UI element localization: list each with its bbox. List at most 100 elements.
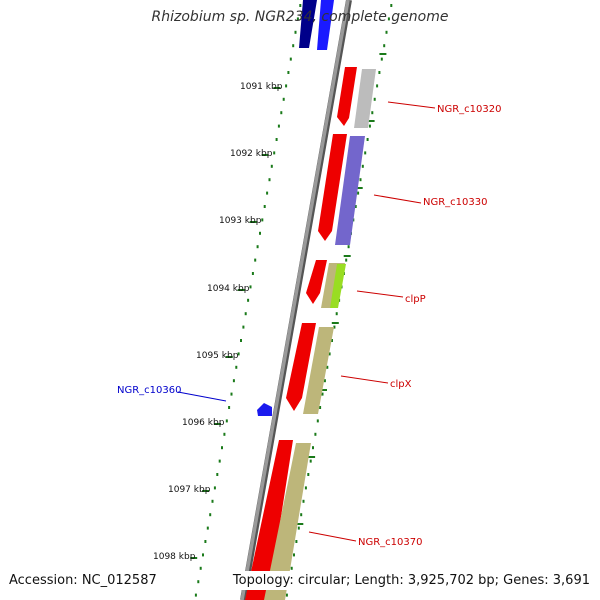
outer-minor-tick xyxy=(376,84,379,88)
cog-bar-NGR_c10320 xyxy=(354,69,376,128)
inner-minor-tick xyxy=(261,218,264,222)
major-tick xyxy=(237,289,245,291)
outer-minor-tick xyxy=(302,499,305,503)
inner-minor-tick xyxy=(287,71,290,74)
outer-minor-tick xyxy=(319,406,322,409)
major-tick xyxy=(296,523,304,525)
inner-minor-tick xyxy=(225,419,228,423)
inner-minor-tick xyxy=(292,44,295,48)
label-clpP[interactable]: clpP xyxy=(405,294,426,305)
outer-minor-tick xyxy=(390,4,393,7)
major-tick xyxy=(225,356,233,358)
outer-minor-tick xyxy=(359,178,362,182)
outer-minor-tick xyxy=(373,97,376,101)
inner-minor-tick xyxy=(199,566,202,570)
kbp-label-1095: 1095 kbp xyxy=(196,351,239,361)
inner-minor-tick xyxy=(263,205,266,208)
outer-minor-tick xyxy=(385,30,388,34)
major-tick xyxy=(355,187,363,189)
kbp-label-1093: 1093 kbp xyxy=(219,216,262,226)
kbp-label-1094: 1094 kbp xyxy=(207,284,250,294)
outer-minor-tick xyxy=(316,419,319,423)
major-tick xyxy=(261,154,269,156)
kbp-label-1092: 1092 kbp xyxy=(230,149,273,159)
inner-minor-tick xyxy=(289,57,292,61)
major-tick xyxy=(273,87,281,89)
inner-minor-tick xyxy=(277,124,280,128)
inner-minor-tick xyxy=(221,446,223,450)
inner-minor-tick xyxy=(266,191,269,195)
inner-minor-tick xyxy=(247,298,250,302)
inner-minor-tick xyxy=(235,365,238,369)
inner-minor-tick xyxy=(280,111,283,115)
inner-minor-tick xyxy=(242,325,245,329)
outer-minor-tick xyxy=(357,191,360,195)
outer-minor-tick xyxy=(295,540,298,543)
inner-minor-tick xyxy=(273,151,276,155)
label-NGR_c10330[interactable]: NGR_c10330 xyxy=(423,197,488,208)
cog-bar-NGR_c10370 xyxy=(264,443,311,600)
major-tick xyxy=(379,53,387,55)
gene-top-blue[interactable] xyxy=(317,0,334,50)
outer-minor-tick xyxy=(312,446,314,450)
inner-minor-tick xyxy=(296,17,299,21)
gene-NGR_c10330[interactable] xyxy=(318,134,347,241)
leader-clpP xyxy=(356,290,404,298)
outer-minor-tick xyxy=(333,325,336,329)
cog-bar-clpP-lime xyxy=(330,264,346,308)
inner-minor-tick xyxy=(270,164,273,168)
outer-minor-tick xyxy=(326,365,329,369)
gene-NGR_c10360[interactable] xyxy=(257,403,272,416)
label-NGR_c10320[interactable]: NGR_c10320 xyxy=(437,104,502,115)
leader-NGR_c10320 xyxy=(387,101,436,109)
kbp-label-1098: 1098 kbp xyxy=(153,552,196,562)
outer-minor-tick xyxy=(314,432,317,436)
leader-clpX xyxy=(340,375,389,384)
inner-minor-tick xyxy=(228,406,231,409)
inner-minor-tick xyxy=(254,258,257,262)
gene-NGR_c10370[interactable] xyxy=(245,440,293,600)
kbp-label-1096: 1096 kbp xyxy=(182,418,225,428)
outer-minor-tick xyxy=(331,339,333,342)
gene-top-navy[interactable] xyxy=(299,0,317,48)
inner-minor-tick xyxy=(218,459,221,463)
outer-minor-tick xyxy=(345,258,348,262)
gene-clpX[interactable] xyxy=(286,323,316,411)
gene-clpP[interactable] xyxy=(306,260,327,304)
outer-minor-tick xyxy=(335,312,338,316)
outer-minor-tick xyxy=(354,205,357,208)
scale-ticks xyxy=(190,4,393,597)
outer-minor-tick xyxy=(366,138,369,141)
major-tick xyxy=(214,423,221,425)
gene-NGR_c10320[interactable] xyxy=(337,67,357,126)
inner-minor-tick xyxy=(211,499,214,503)
kbp-label-1097: 1097 kbp xyxy=(168,485,211,495)
inner-minor-tick xyxy=(285,84,288,88)
outer-minor-tick xyxy=(387,17,390,21)
inner-minor-tick xyxy=(275,138,278,141)
outer-minor-tick xyxy=(368,124,371,128)
major-tick xyxy=(367,120,375,122)
label-NGR_c10370[interactable]: NGR_c10370 xyxy=(358,537,423,548)
genome-backbone xyxy=(240,0,350,600)
outer-minor-tick xyxy=(321,392,324,396)
inner-minor-tick xyxy=(206,526,209,530)
inner-minor-tick xyxy=(259,231,261,235)
outer-minor-tick xyxy=(371,111,374,115)
inner-minor-tick xyxy=(282,97,285,101)
inner-minor-tick xyxy=(230,392,233,396)
inner-minor-tick xyxy=(194,593,197,597)
outer-minor-tick xyxy=(378,71,381,74)
accession-text: Accession: NC_012587 xyxy=(5,571,161,590)
inner-minor-tick xyxy=(204,540,207,543)
label-clpX[interactable]: clpX xyxy=(390,379,412,390)
major-tick xyxy=(331,322,339,324)
leader-NGR_c10360 xyxy=(177,391,227,402)
outer-minor-tick xyxy=(309,459,312,463)
topology-summary: Topology: circular; Length: 3,925,702 bp… xyxy=(228,571,594,590)
outer-minor-tick xyxy=(297,526,300,530)
inner-minor-tick xyxy=(223,432,226,436)
inner-minor-tick xyxy=(256,245,259,249)
label-NGR_c10360[interactable]: NGR_c10360 xyxy=(117,385,182,396)
outer-minor-tick xyxy=(361,164,364,168)
